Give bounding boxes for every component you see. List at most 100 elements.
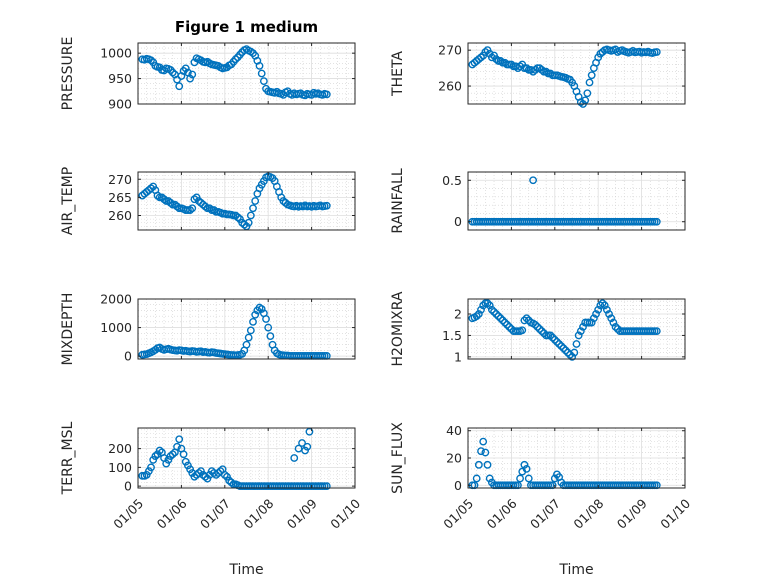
data-point <box>585 78 594 87</box>
data-point <box>166 452 175 461</box>
data-point <box>186 74 194 83</box>
data-point <box>168 68 177 77</box>
data-point <box>472 312 481 321</box>
data-point <box>609 318 618 327</box>
data-point <box>240 220 249 229</box>
data-point <box>542 67 551 76</box>
data-point <box>537 66 546 74</box>
x-tick-label: 01/05 <box>440 496 476 532</box>
y-axis-label: H2OMIXRA <box>390 291 406 366</box>
data-point <box>524 474 533 483</box>
axes-background <box>467 171 686 231</box>
data-point <box>485 474 494 483</box>
data-point <box>249 204 257 213</box>
y-tick-label: 100 <box>108 460 132 475</box>
x-tick-label: 01/07 <box>527 496 563 532</box>
data-point <box>147 184 155 193</box>
data-point <box>227 478 236 487</box>
series-markers <box>468 45 661 108</box>
data-point <box>175 435 184 444</box>
data-point <box>220 470 229 479</box>
data-point <box>305 427 314 436</box>
data-point <box>147 463 155 472</box>
y-tick-label: 0 <box>124 479 132 494</box>
data-point <box>264 323 273 332</box>
data-point <box>483 460 492 469</box>
data-point <box>611 322 620 331</box>
data-point <box>589 314 598 323</box>
data-point <box>160 195 168 204</box>
data-point <box>201 202 210 211</box>
data-point <box>173 442 181 451</box>
data-point <box>474 310 483 318</box>
subplot-theta: 260 270 THETA <box>390 42 686 108</box>
data-point <box>531 320 540 329</box>
y-axis-label: PRESSURE <box>60 37 76 111</box>
data-point <box>298 439 306 447</box>
data-point <box>498 316 507 325</box>
x-axis-label: Time <box>228 562 263 578</box>
data-point <box>188 204 197 213</box>
data-point <box>576 327 585 336</box>
y-tick-label: 1 <box>454 349 462 364</box>
data-point <box>522 314 531 323</box>
data-point <box>607 314 616 323</box>
data-point <box>587 71 596 80</box>
y-tick-label: 2 <box>454 307 462 322</box>
y-tick-label: 200 <box>108 441 132 456</box>
data-point <box>496 314 505 323</box>
x-tick-label: 01/09 <box>614 496 650 532</box>
data-point <box>244 333 253 342</box>
data-point <box>522 465 531 473</box>
y-tick-label: 950 <box>108 71 132 86</box>
data-point <box>205 204 214 213</box>
data-point <box>257 69 266 78</box>
series-markers <box>468 176 661 226</box>
data-point <box>251 197 260 205</box>
data-point <box>487 305 496 314</box>
y-axis-label: RAINFALL <box>390 168 406 233</box>
x-tick-label: 01/08 <box>570 496 606 532</box>
y-tick-label: 0.5 <box>442 173 462 188</box>
data-point <box>507 60 516 69</box>
data-point <box>652 48 661 56</box>
data-point <box>600 301 609 310</box>
data-point <box>520 460 529 469</box>
y-tick-label: 0 <box>454 214 462 229</box>
data-point <box>322 201 331 210</box>
data-point <box>559 344 568 353</box>
data-point <box>179 450 188 459</box>
data-point <box>496 57 505 65</box>
y-axis-label: THETA <box>390 51 406 97</box>
data-point <box>266 332 275 341</box>
x-tick-label: 01/06 <box>154 496 190 532</box>
data-point <box>492 310 501 318</box>
data-point <box>474 460 483 469</box>
data-point <box>570 348 579 357</box>
data-point <box>246 326 255 335</box>
data-point <box>522 64 531 73</box>
data-point <box>598 299 607 308</box>
data-point <box>481 448 490 457</box>
data-point <box>166 198 175 207</box>
subplot-mixdepth: 0 1000 2000 MIXDEPTH <box>60 292 356 365</box>
data-point <box>233 213 242 222</box>
x-tick-label: 01/08 <box>240 496 276 532</box>
series-markers <box>468 299 661 361</box>
y-tick-label: 0 <box>124 349 132 364</box>
data-point <box>472 474 481 483</box>
y-tick-label: 270 <box>108 172 132 187</box>
y-tick-label: 2000 <box>100 292 132 307</box>
data-point <box>579 322 587 331</box>
data-point <box>537 327 546 336</box>
data-point <box>257 305 266 313</box>
data-point <box>550 474 559 483</box>
y-tick-label: 1000 <box>100 320 132 335</box>
data-point <box>555 340 564 348</box>
axes-frame <box>467 298 686 360</box>
y-tick-label: 1000 <box>100 46 132 61</box>
data-point <box>244 218 253 227</box>
data-point <box>194 469 203 477</box>
data-point <box>540 329 548 338</box>
